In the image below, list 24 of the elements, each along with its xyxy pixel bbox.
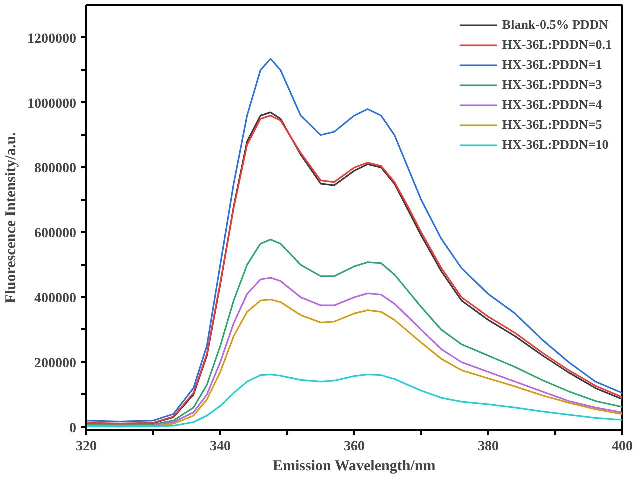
x-tick-label: 320 <box>76 440 97 454</box>
y-tick-label: 200000 <box>34 356 76 372</box>
x-tick-label: 360 <box>344 440 365 454</box>
y-tick-label: 800000 <box>34 162 76 177</box>
legend-label: HX-36L:PDDN=10 <box>502 137 609 153</box>
y-tick-label: 400000 <box>34 291 76 306</box>
line-series <box>86 238 622 426</box>
legend-label: HX-36L:PDDN=5 <box>502 117 602 133</box>
x-axis-title: Emission Wavelength/nm <box>273 458 436 474</box>
legend-label: Blank-0.5% PDDN <box>502 17 609 33</box>
y-tick-label: 600000 <box>34 226 76 242</box>
y-tick-label: 1200000 <box>28 32 76 47</box>
x-tick-label: 400 <box>612 440 633 454</box>
legend-label: HX-36L:PDDN=3 <box>502 77 602 93</box>
y-tick-label: 0 <box>70 421 76 436</box>
legend-label: HX-36L:PDDN=4 <box>502 97 602 113</box>
legend-label: HX-36L:PDDN=0.1 <box>502 37 612 53</box>
line-series <box>86 374 622 428</box>
x-tick-label: 340 <box>210 440 231 454</box>
legend-label: HX-36L:PDDN=1 <box>502 57 602 73</box>
y-axis-title: Fluorescence Intensity/a.u. <box>4 132 20 304</box>
x-tick-label: 380 <box>478 440 499 454</box>
y-tick-label: 1000000 <box>28 96 76 112</box>
line-series <box>86 58 622 423</box>
